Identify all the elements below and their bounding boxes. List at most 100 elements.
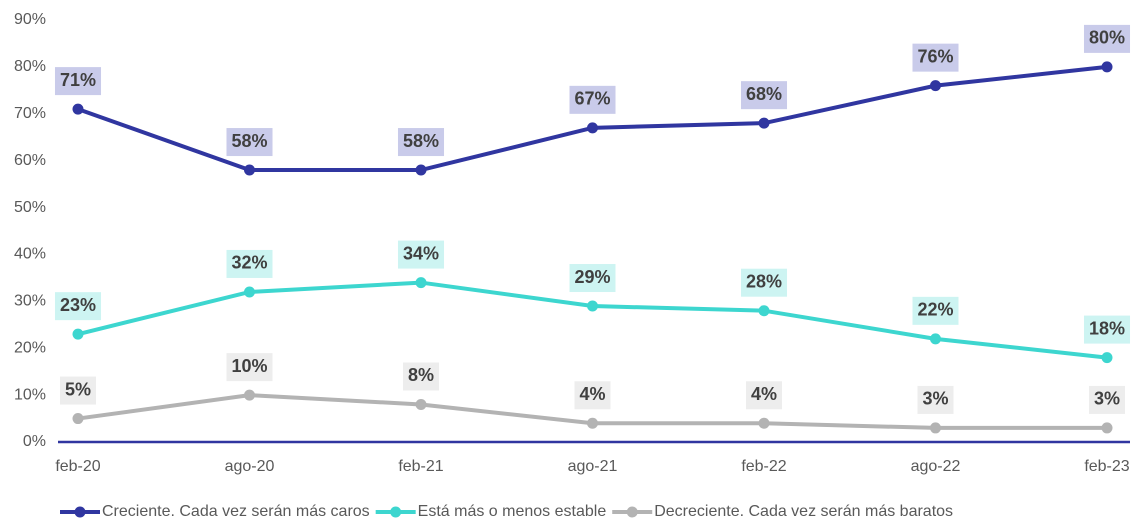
x-tick-label: feb-23	[1084, 458, 1129, 475]
y-tick-label: 80%	[14, 58, 46, 75]
legend-marker	[390, 506, 402, 518]
label-bg	[574, 381, 611, 410]
data-label: 67%	[569, 85, 616, 114]
x-tick-label: feb-21	[398, 458, 443, 475]
data-label-text: 58%	[231, 131, 267, 151]
data-point	[72, 103, 84, 115]
x-tick-label: ago-22	[911, 458, 961, 475]
data-point	[1101, 352, 1113, 364]
label-bg	[397, 128, 445, 157]
label-bg	[912, 43, 959, 72]
y-tick-label: 40%	[14, 246, 46, 263]
data-label-text: 58%	[403, 131, 439, 151]
data-point	[587, 417, 598, 429]
data-label-text: 4%	[751, 384, 777, 404]
data-label: 80%	[1083, 24, 1131, 53]
legend-marker	[626, 506, 638, 518]
y-tick-label: 20%	[14, 339, 46, 356]
legend-label: Está más o menos estable	[418, 503, 607, 520]
data-point	[415, 398, 427, 410]
data-label-text: 5%	[65, 379, 91, 399]
data-label: 29%	[569, 264, 616, 293]
data-label-text: 76%	[917, 46, 953, 66]
data-label: 4%	[745, 381, 783, 410]
label-bg	[226, 249, 273, 278]
data-point	[244, 389, 255, 401]
x-tick-label: feb-22	[741, 458, 786, 475]
data-label-text: 34%	[403, 243, 439, 263]
data-label-text: 80%	[1089, 28, 1125, 48]
y-tick-label: 30%	[14, 293, 46, 310]
data-label-text: 4%	[579, 384, 605, 404]
y-tick-label: 60%	[14, 152, 46, 169]
data-point	[758, 305, 770, 317]
legend-label: Creciente. Cada vez serán más caros	[102, 503, 370, 520]
data-label-text: 3%	[922, 389, 948, 409]
label-bg	[1083, 24, 1131, 53]
data-label: 71%	[54, 67, 102, 96]
data-label: 4%	[574, 381, 611, 410]
x-tick-label: ago-20	[225, 458, 275, 475]
data-point	[930, 333, 941, 345]
label-bg	[745, 381, 783, 410]
label-bg	[59, 376, 97, 405]
data-label: 68%	[740, 81, 788, 110]
data-point	[758, 117, 770, 129]
data-label: 58%	[226, 128, 273, 157]
data-point	[587, 300, 598, 312]
label-bg	[226, 128, 273, 157]
y-tick-label: 70%	[14, 105, 46, 122]
label-bg	[569, 264, 616, 293]
data-point	[930, 80, 941, 92]
data-label: 32%	[226, 249, 273, 278]
data-point	[72, 413, 84, 425]
x-tick-label: ago-21	[568, 458, 618, 475]
label-bg	[1083, 315, 1131, 344]
data-label: 28%	[740, 268, 788, 297]
data-label-text: 68%	[746, 84, 782, 104]
data-label-text: 3%	[1094, 389, 1120, 409]
data-point	[244, 164, 255, 176]
label-bg	[226, 353, 273, 382]
data-point	[415, 277, 427, 289]
data-label: 3%	[1088, 385, 1126, 414]
data-point	[1101, 61, 1113, 73]
y-tick-label: 10%	[14, 386, 46, 403]
data-point	[244, 286, 255, 298]
data-point	[930, 422, 941, 434]
data-label: 10%	[226, 353, 273, 382]
label-bg	[569, 85, 616, 114]
y-tick-label: 50%	[14, 199, 46, 216]
data-label-text: 32%	[231, 253, 267, 273]
data-label: 5%	[59, 376, 97, 405]
data-label: 23%	[54, 292, 102, 321]
data-label-text: 22%	[917, 300, 953, 320]
x-tick-label: feb-20	[55, 458, 100, 475]
data-label-text: 71%	[60, 70, 96, 90]
data-point	[758, 417, 770, 429]
data-point	[587, 122, 598, 134]
label-bg	[740, 268, 788, 297]
data-point	[1101, 422, 1113, 434]
data-label-text: 10%	[231, 356, 267, 376]
data-label: 3%	[917, 385, 954, 414]
label-bg	[912, 296, 959, 325]
data-point	[415, 164, 427, 176]
data-label: 58%	[397, 128, 445, 157]
label-bg	[397, 240, 445, 269]
data-point	[72, 328, 84, 340]
data-label-text: 28%	[746, 271, 782, 291]
y-tick-label: 0%	[23, 433, 46, 450]
data-label-text: 29%	[574, 267, 610, 287]
legend-marker	[74, 506, 86, 518]
label-bg	[402, 362, 440, 391]
data-label: 8%	[402, 362, 440, 391]
label-bg	[54, 292, 102, 321]
data-label: 22%	[912, 296, 959, 325]
legend-label: Decreciente. Cada vez serán más baratos	[654, 503, 953, 520]
data-label-text: 23%	[60, 295, 96, 315]
y-tick-label: 90%	[14, 11, 46, 28]
label-bg	[1088, 385, 1126, 414]
data-label: 76%	[912, 43, 959, 72]
